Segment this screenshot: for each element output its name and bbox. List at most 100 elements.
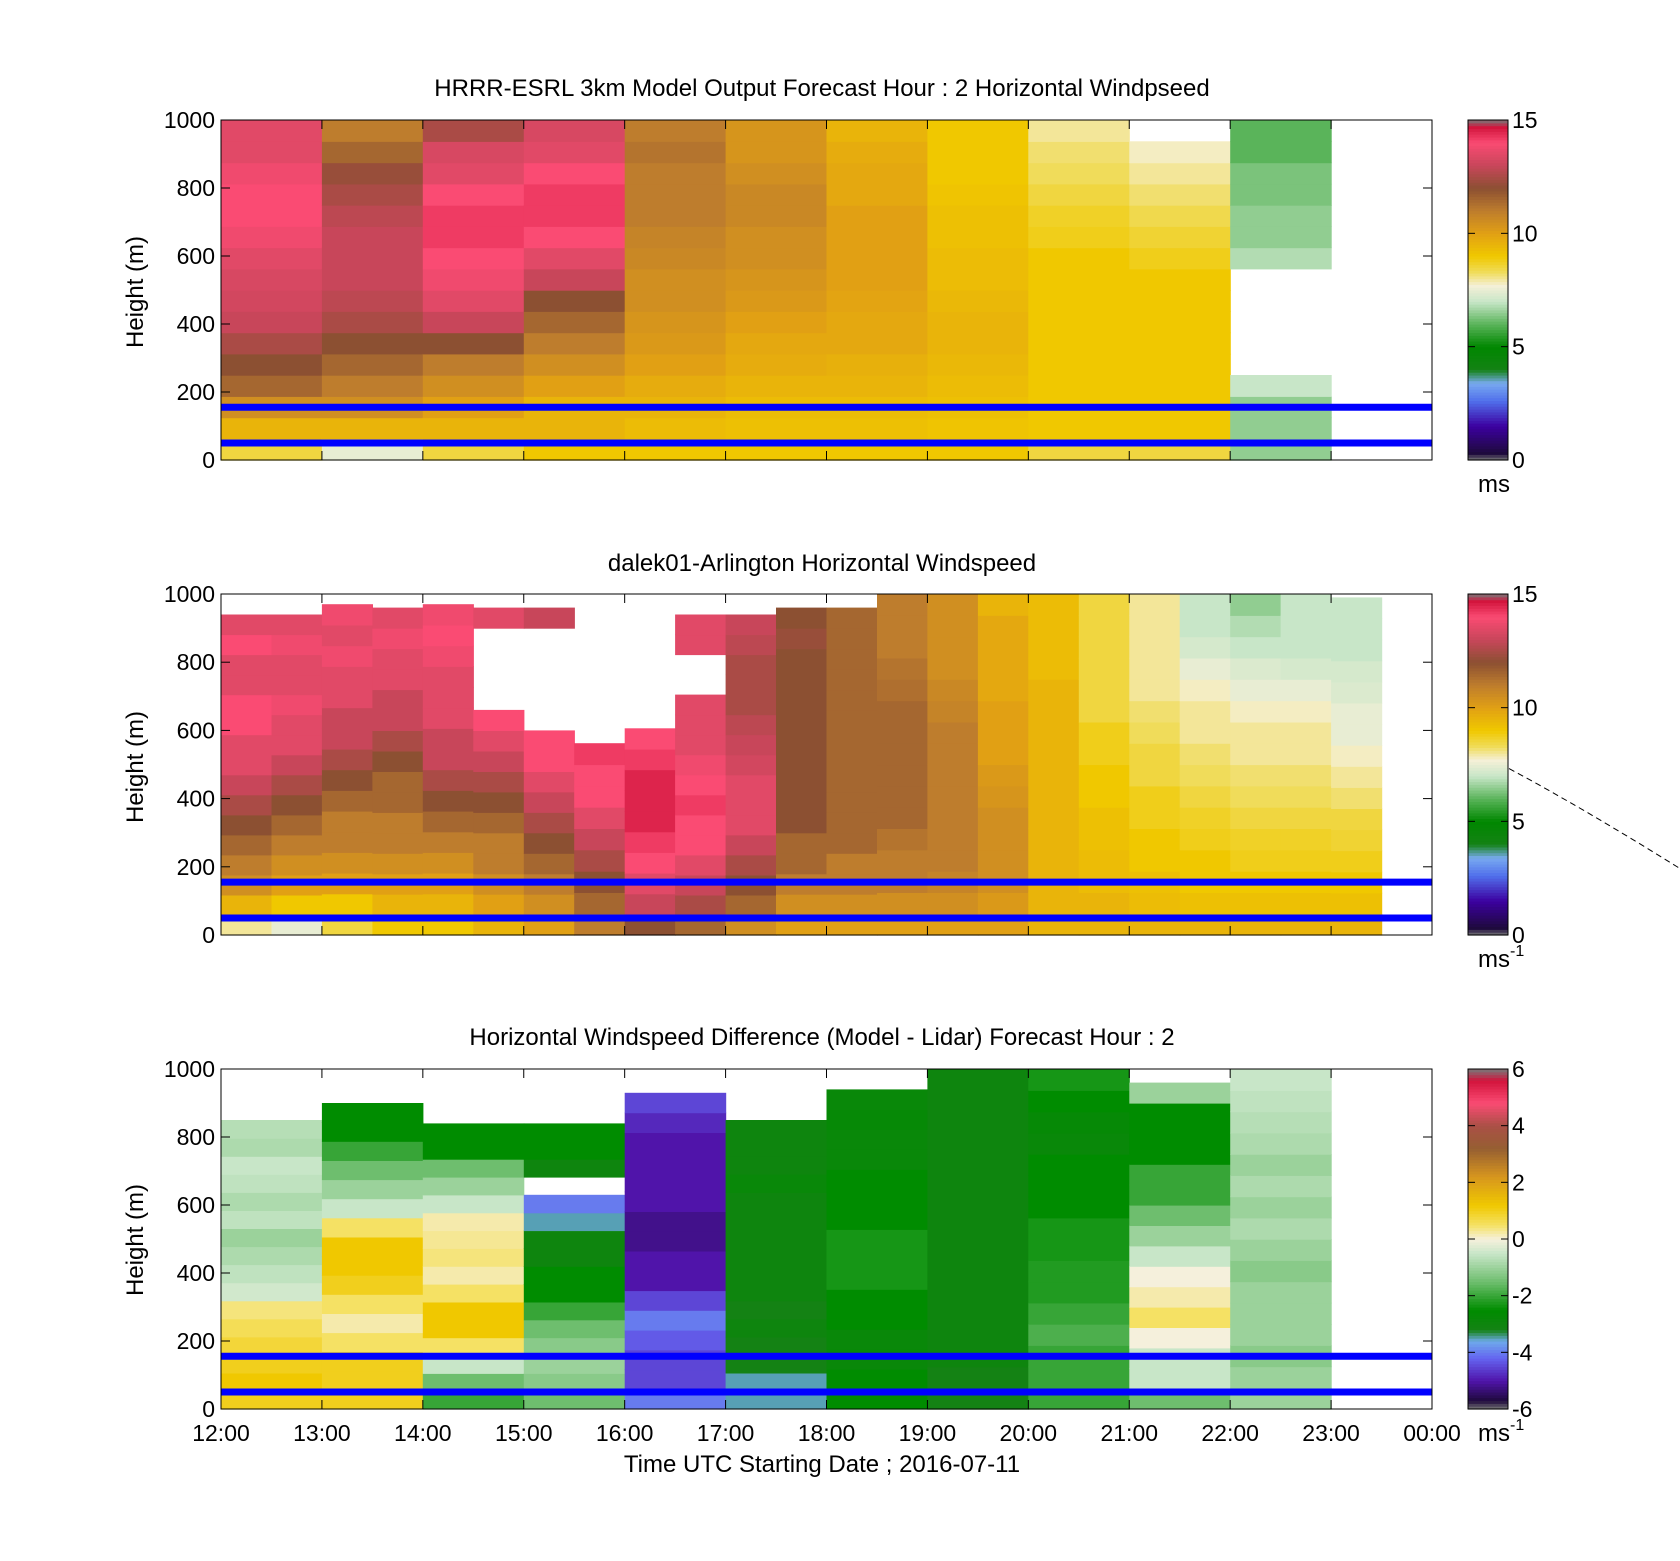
heatmap-cell <box>271 894 323 916</box>
heatmap-cell <box>221 1192 323 1211</box>
heatmap-cell <box>927 120 1029 142</box>
panel-model: HRRR-ESRL 3km Model Output Forecast Hour… <box>122 75 1538 498</box>
heatmap-cell <box>422 1141 525 1160</box>
heatmap-cell <box>927 1154 1029 1176</box>
colorbar-segment <box>1468 713 1508 717</box>
colorbar-segment <box>1468 810 1508 814</box>
heatmap-cell <box>1078 615 1130 638</box>
x-tick-label: 15:00 <box>495 1420 553 1446</box>
colorbar-segment <box>1468 454 1508 458</box>
colorbar-segment <box>1468 1176 1508 1181</box>
heatmap-cell <box>321 1275 424 1295</box>
colorbar-segment <box>1468 778 1508 783</box>
heatmap-cell <box>624 1191 727 1212</box>
colorbar-segment <box>1468 895 1508 899</box>
heatmap-cell <box>927 764 979 787</box>
heatmap-cell <box>776 791 828 813</box>
colorbar-segment <box>1468 1083 1508 1087</box>
colorbar-segment <box>1468 653 1508 658</box>
heatmap-cell <box>725 1372 828 1392</box>
heatmap-cell <box>624 311 727 334</box>
heatmap-cell <box>1028 375 1130 397</box>
heatmap-cell <box>1129 636 1181 659</box>
colorbar-segment <box>1468 1173 1508 1178</box>
colorbar-segment <box>1468 1171 1508 1175</box>
heatmap-cell <box>927 657 979 680</box>
heatmap-cell <box>1028 226 1130 249</box>
colorbar-segment <box>1468 440 1508 444</box>
colorbar-segment <box>1468 1256 1508 1260</box>
heatmap-cell <box>422 268 525 291</box>
colorbar-segment <box>1468 1105 1508 1110</box>
heatmap-cell <box>1028 1260 1130 1283</box>
heatmap-cell <box>422 707 474 729</box>
y-tick-label: 0 <box>202 447 215 473</box>
heatmap-cell <box>927 594 979 616</box>
colorbar-segment <box>1468 886 1508 891</box>
heatmap-cell <box>826 750 878 772</box>
colorbar-segment <box>1468 142 1508 147</box>
colorbar-segment <box>1468 1309 1508 1314</box>
heatmap-cell <box>422 1266 525 1285</box>
heatmap-cell <box>422 748 474 771</box>
panel-model-plot: 0 200 400 600 800 1000 <box>164 107 1433 473</box>
heatmap-cell <box>422 604 474 626</box>
colorbar-segment <box>1468 1380 1508 1385</box>
colorbar-segment <box>1468 929 1508 933</box>
heatmap-cell <box>927 849 979 872</box>
colorbar-segment <box>1468 639 1508 643</box>
colorbar-segment <box>1468 202 1508 206</box>
heatmap-cell <box>1280 657 1332 680</box>
x-tick-label: 13:00 <box>293 1420 351 1446</box>
colorbar-segment <box>1468 846 1508 851</box>
colorbar-segment <box>1468 151 1508 155</box>
heatmap-cell <box>221 1138 323 1157</box>
colorbar-segment <box>1468 253 1508 257</box>
heatmap-cell <box>1331 829 1383 852</box>
heatmap-cell <box>675 714 727 736</box>
colorbar-segment <box>1468 932 1508 936</box>
heatmap-cell <box>877 764 929 787</box>
heatmap-cell <box>321 893 373 915</box>
colorbar-segment <box>1468 239 1508 243</box>
heatmap-cell <box>321 1160 424 1181</box>
x-tick-label: 20:00 <box>1000 1420 1058 1446</box>
heatmap-cell <box>221 1372 323 1392</box>
heatmap-cell <box>1028 700 1080 723</box>
heatmap-cell <box>321 1313 424 1334</box>
colorbar-segment <box>1468 792 1508 797</box>
colorbar-segment <box>1468 1315 1508 1319</box>
colorbar-segment <box>1468 1389 1508 1393</box>
heatmap-cell <box>1331 702 1383 725</box>
heatmap-cell <box>523 750 575 772</box>
heatmap-cell <box>1129 141 1231 164</box>
colorbar-segment <box>1468 1122 1508 1127</box>
colorbar-segment <box>1468 315 1508 319</box>
colorbar-segment <box>1468 1324 1508 1328</box>
heatmap-cell <box>321 290 424 312</box>
heatmap-cell <box>826 332 928 355</box>
heatmap-cell <box>1129 417 1231 440</box>
colorbar-segment <box>1468 1222 1508 1226</box>
heatmap-cell <box>1129 743 1181 766</box>
colorbar-segment <box>1468 594 1508 598</box>
colorbar-segment <box>1468 1199 1508 1203</box>
panel-lidar-ylabel: Height (m) <box>122 711 149 823</box>
colorbar-segment <box>1468 690 1508 694</box>
heatmap-cell <box>1331 681 1383 704</box>
colorbar-segment <box>1468 335 1508 339</box>
colorbar-tick-label: 15 <box>1512 581 1538 607</box>
colorbar-segment <box>1468 764 1508 768</box>
colorbar-segment <box>1468 171 1508 175</box>
heatmap-cell <box>826 353 928 376</box>
colorbar-segment <box>1468 1069 1508 1073</box>
heatmap-cell <box>321 1370 424 1391</box>
colorbar-segment <box>1468 878 1508 882</box>
heatmap-cell <box>927 290 1029 312</box>
heatmap-cell <box>221 1390 323 1410</box>
heatmap-cell <box>221 714 273 736</box>
heatmap-cell <box>826 791 878 813</box>
colorbar-segment <box>1468 329 1508 334</box>
heatmap-cell <box>826 853 878 875</box>
heatmap-cell <box>271 794 323 816</box>
